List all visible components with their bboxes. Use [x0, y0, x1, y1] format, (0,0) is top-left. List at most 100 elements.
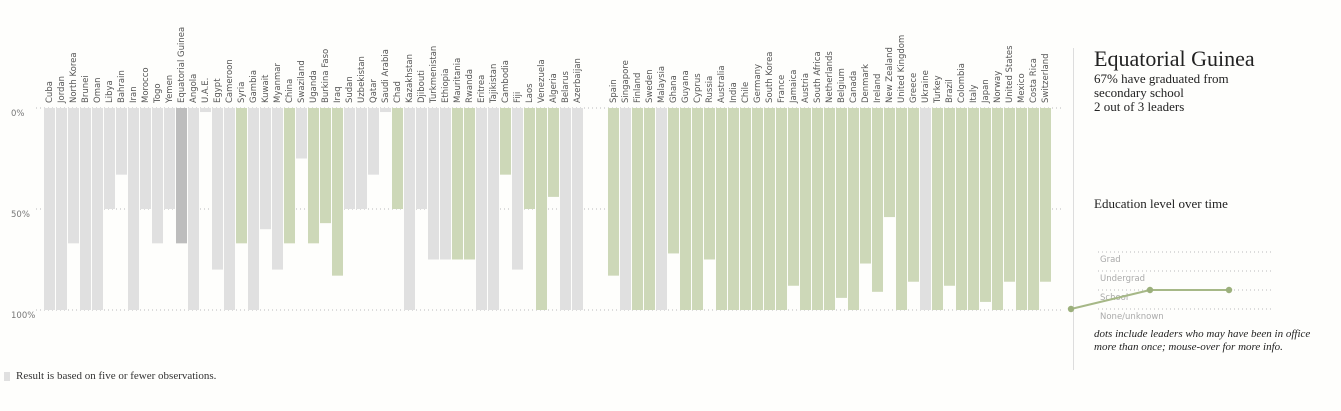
bar[interactable] — [536, 108, 547, 310]
bar[interactable] — [728, 108, 739, 310]
bar[interactable] — [152, 108, 163, 244]
bar[interactable] — [488, 108, 499, 310]
bar[interactable] — [320, 108, 331, 224]
bar[interactable] — [668, 108, 679, 254]
bar[interactable] — [368, 108, 379, 175]
bar[interactable] — [1004, 108, 1015, 282]
country-label: Djibouti — [417, 70, 427, 103]
bar[interactable] — [884, 108, 895, 218]
bar[interactable] — [944, 108, 955, 286]
bar[interactable] — [128, 108, 139, 310]
bar[interactable] — [44, 108, 55, 310]
bar[interactable] — [248, 108, 259, 310]
bar[interactable] — [392, 108, 403, 209]
bar[interactable] — [692, 108, 703, 310]
bar[interactable] — [680, 108, 691, 310]
bar[interactable] — [956, 108, 967, 310]
bar[interactable] — [500, 108, 511, 175]
bar[interactable] — [440, 108, 451, 260]
bar[interactable] — [260, 108, 271, 230]
bar[interactable] — [788, 108, 799, 286]
bar[interactable] — [896, 108, 907, 310]
bar[interactable] — [752, 108, 763, 310]
bar[interactable] — [380, 108, 391, 113]
bar[interactable] — [1028, 108, 1039, 310]
bar[interactable] — [80, 108, 91, 310]
country-label: Yemen — [165, 75, 175, 104]
country-label: India — [729, 82, 739, 103]
bar[interactable] — [116, 108, 127, 175]
country-label: Greece — [909, 73, 919, 103]
bar[interactable] — [188, 108, 199, 310]
bar[interactable] — [824, 108, 835, 310]
country-label: Denmark — [861, 64, 871, 103]
bar[interactable] — [644, 108, 655, 310]
bar[interactable] — [812, 108, 823, 310]
leader-dot[interactable] — [1225, 286, 1233, 294]
bar[interactable] — [836, 108, 847, 298]
bar[interactable] — [68, 108, 79, 244]
bar[interactable] — [344, 108, 355, 209]
bar[interactable] — [416, 108, 427, 209]
bar[interactable] — [968, 108, 979, 310]
bar[interactable] — [356, 108, 367, 209]
bar[interactable] — [620, 108, 631, 310]
bar[interactable] — [212, 108, 223, 270]
bar[interactable] — [308, 108, 319, 244]
bar[interactable] — [92, 108, 103, 310]
bar[interactable] — [200, 108, 211, 113]
bar[interactable] — [56, 108, 67, 310]
bar[interactable] — [740, 108, 751, 310]
bar[interactable] — [104, 108, 115, 209]
bar[interactable] — [140, 108, 151, 209]
bar[interactable] — [932, 108, 943, 310]
country-label: Italy — [969, 85, 979, 103]
bar[interactable] — [764, 108, 775, 310]
bar[interactable] — [920, 108, 931, 310]
bar[interactable] — [428, 108, 439, 260]
bar[interactable] — [572, 108, 583, 310]
bar[interactable] — [908, 108, 919, 282]
bar[interactable] — [164, 108, 175, 209]
bar[interactable] — [404, 108, 415, 310]
country-label: Malaysia — [657, 66, 667, 103]
bar[interactable] — [800, 108, 811, 310]
bar[interactable] — [332, 108, 343, 276]
country-label: Cyprus — [693, 73, 703, 103]
bar[interactable] — [236, 108, 247, 244]
bar[interactable] — [512, 108, 523, 270]
bar[interactable] — [980, 108, 991, 302]
bar[interactable] — [776, 108, 787, 310]
bar[interactable] — [704, 108, 715, 260]
bar[interactable] — [860, 108, 871, 264]
country-label: Cuba — [45, 81, 55, 103]
bar[interactable] — [524, 108, 535, 209]
bar[interactable] — [1040, 108, 1051, 282]
bar[interactable] — [296, 108, 307, 159]
bar[interactable] — [548, 108, 559, 197]
bar[interactable] — [1016, 108, 1027, 310]
country-label: Cambodia — [501, 60, 511, 103]
bar[interactable] — [632, 108, 643, 310]
bar[interactable] — [608, 108, 619, 276]
bar[interactable] — [560, 108, 571, 310]
bar[interactable] — [848, 108, 859, 310]
bar[interactable] — [656, 108, 667, 310]
level-label: None/unknown — [1100, 312, 1164, 322]
bar[interactable] — [464, 108, 475, 260]
bar[interactable] — [284, 108, 295, 244]
leader-dot[interactable] — [1067, 305, 1075, 313]
bar[interactable] — [872, 108, 883, 292]
country-label: Singapore — [621, 60, 631, 103]
side-divider — [1073, 48, 1074, 370]
bar[interactable] — [476, 108, 487, 310]
bar[interactable] — [992, 108, 1003, 310]
bar[interactable] — [224, 108, 235, 310]
country-label: Spain — [609, 79, 619, 103]
bar[interactable] — [272, 108, 283, 270]
bar[interactable] — [716, 108, 727, 310]
leader-dot[interactable] — [1146, 286, 1154, 294]
country-label: Tajikistan — [489, 64, 499, 104]
bar[interactable] — [176, 108, 187, 244]
bar[interactable] — [452, 108, 463, 260]
